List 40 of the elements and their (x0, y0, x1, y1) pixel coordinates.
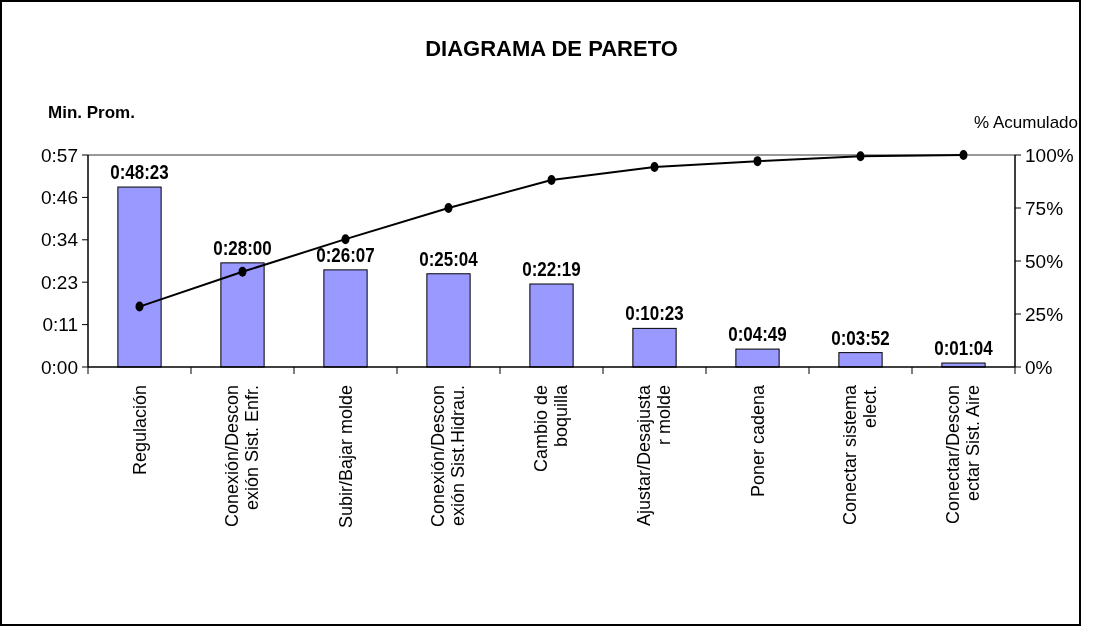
y-tick-label: 0:46 (41, 187, 78, 209)
x-tick-label: Ajustar/Desajusta r molde (633, 384, 675, 527)
point (959, 150, 968, 160)
point (856, 151, 865, 162)
point (238, 266, 247, 277)
x-tick-label: Conexión/Descon exión Sist.Hidrau. (427, 385, 469, 528)
data-label: 0:26:07 (316, 243, 375, 267)
y2-tick-label: 50% (1025, 250, 1064, 272)
point (444, 203, 453, 213)
x-tick-label: Regulación (129, 385, 150, 476)
y-axis-title: Min. Prom. (48, 103, 135, 122)
data-label: 0:01:04 (934, 336, 994, 360)
y2-tick-label: 100% (1025, 144, 1074, 166)
data-label: 0:03:52 (831, 326, 890, 349)
data-label: 0:28:00 (213, 236, 272, 260)
data-label: 0:10:23 (625, 302, 684, 325)
x-tick-label: Cambio de boquilla (530, 384, 572, 473)
x-tick-label: Conexión/Descon exión Sist. Enfr. (221, 385, 263, 528)
x-tick-label: Poner cadena (747, 384, 768, 498)
y-tick-label: 0:11 (42, 314, 78, 336)
point (650, 162, 659, 173)
chart-title: DIAGRAMA DE PARETO (425, 36, 678, 61)
y2-tick-label: 75% (1025, 197, 1064, 219)
data-label: 0:48:23 (110, 160, 169, 184)
y-tick-label: 0:34 (41, 229, 79, 251)
y2-tick-label: 25% (1025, 303, 1064, 325)
x-tick-label: Conectar sistema elect. (839, 384, 881, 526)
data-label: 0:22:19 (522, 257, 581, 281)
y2-tick-label: 0% (1025, 356, 1053, 378)
point (341, 234, 350, 245)
data-label: 0:25:04 (419, 247, 479, 271)
point (135, 301, 144, 312)
y-tick-label: 0:00 (41, 356, 78, 378)
point (753, 156, 762, 167)
data-label: 0:04:49 (728, 322, 787, 346)
y-tick-label: 0:23 (41, 271, 78, 293)
x-tick-label: Subir/Bajar molde (335, 385, 356, 529)
y-tick-label: 0:57 (41, 144, 78, 166)
point (547, 175, 556, 186)
y2-axis-title: % Acumulado (974, 113, 1078, 132)
